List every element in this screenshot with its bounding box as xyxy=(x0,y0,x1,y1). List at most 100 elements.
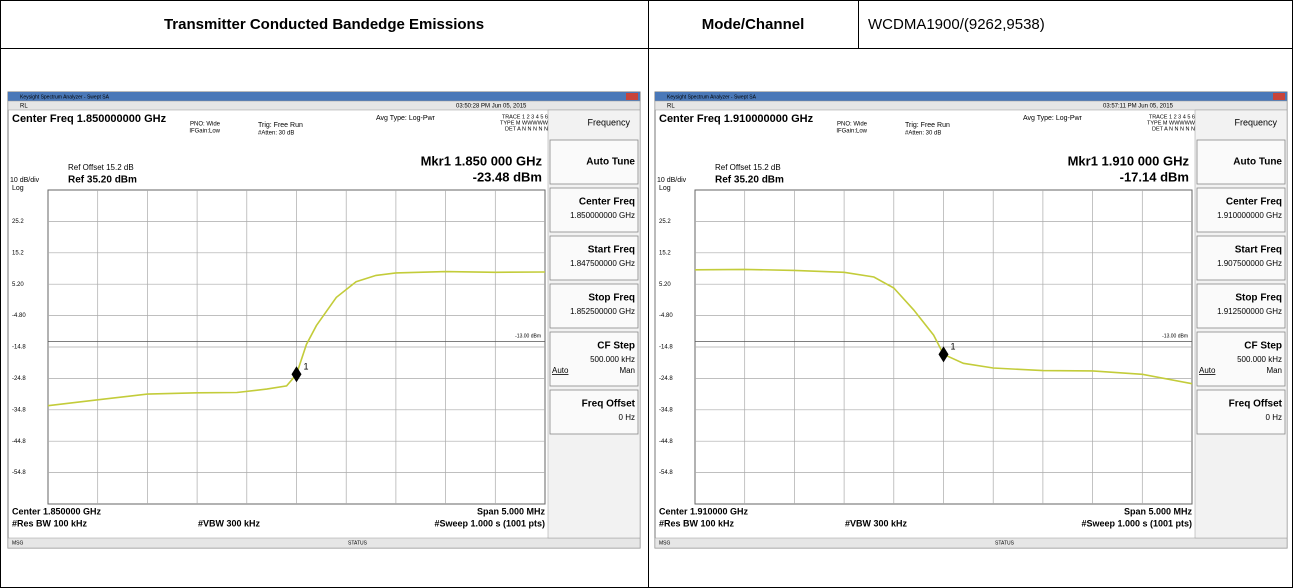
message-bar xyxy=(8,538,640,548)
y-tick-label: -54.8 xyxy=(659,470,673,476)
y-tick-label: -34.8 xyxy=(659,407,673,413)
menu-man: Man xyxy=(619,366,635,375)
menu-button-value: 1.847500000 GHz xyxy=(570,259,635,268)
status-row xyxy=(8,101,640,110)
y-tick-label: -14.8 xyxy=(659,345,673,351)
menu-button-value: 1.912500000 GHz xyxy=(1217,307,1282,316)
scale: 10 dB/div xyxy=(657,177,687,184)
y-tick-label: -14.8 xyxy=(12,345,26,351)
menu-button-title: Start Freq xyxy=(588,245,635,256)
footer-span: Span 5.000 MHz xyxy=(1124,506,1193,516)
marker-value: -17.14 dBm xyxy=(1120,169,1189,184)
menu-button xyxy=(1197,390,1285,434)
menu-button xyxy=(550,236,638,280)
marker-number: 1 xyxy=(304,362,309,372)
msg-label: MSG xyxy=(659,540,671,546)
page: Transmitter Conducted Bandedge Emissions… xyxy=(0,0,1293,588)
menu-man: Man xyxy=(1266,366,1282,375)
window-close xyxy=(1273,93,1285,100)
menu-button-title: Freq Offset xyxy=(582,399,636,410)
menu-button-title: Stop Freq xyxy=(1235,293,1282,304)
scale: 10 dB/div xyxy=(10,177,40,184)
msg-label: MSG xyxy=(12,540,24,546)
display-line-label: -13.00 dBm xyxy=(515,334,541,340)
ref-level: Ref 35.20 dBm xyxy=(715,175,784,186)
y-tick-label: 25.2 xyxy=(12,219,24,225)
footer-vbw: #VBW 300 kHz xyxy=(198,518,261,528)
ref-offset: Ref Offset 15.2 dB xyxy=(68,163,134,172)
y-tick-label: -44.8 xyxy=(659,439,673,445)
atten: #Atten: 30 dB xyxy=(258,131,294,137)
avg-type: Avg Type: Log-Pwr xyxy=(1023,115,1083,122)
menu-button-title: Freq Offset xyxy=(1229,399,1283,410)
ifgain: IFGain:Low xyxy=(836,129,867,135)
y-tick-label: -24.8 xyxy=(659,376,673,382)
menu-auto: Auto xyxy=(552,366,569,375)
log-label: Log xyxy=(12,185,24,192)
display-line-label: -13.00 dBm xyxy=(1162,334,1188,340)
analyzer-screenshot: Keysight Spectrum Analyzer - Swept SA RL 0… xyxy=(655,92,1287,548)
center-freq-title: Center Freq 1.850000000 GHz xyxy=(12,113,167,125)
y-tick-label: -4.80 xyxy=(659,313,673,319)
menu-title: Frequency xyxy=(1234,117,1277,127)
datetime: 03:57:11 PM Jun 05, 2015 xyxy=(1103,104,1174,110)
window-title: Keysight Spectrum Analyzer - Swept SA xyxy=(667,94,757,100)
ifgain: IFGain:Low xyxy=(189,129,220,135)
menu-button-value: 1.910000000 GHz xyxy=(1217,211,1282,220)
mode-value: WCDMA1900/(9262,9538) xyxy=(868,16,1045,33)
menu-button xyxy=(1197,284,1285,328)
footer-sweep: #Sweep 1.000 s (1001 pts) xyxy=(1081,518,1192,528)
footer-center: Center 1.910000 GHz xyxy=(659,506,749,516)
datetime: 03:50:28 PM Jun 05, 2015 xyxy=(456,104,527,110)
menu-button-value: 1.907500000 GHz xyxy=(1217,259,1282,268)
footer-rbw: #Res BW 100 kHz xyxy=(12,518,88,528)
y-tick-label: -24.8 xyxy=(12,376,26,382)
marker-number: 1 xyxy=(951,342,956,352)
marker-readout: Mkr1 1.910 000 GHz xyxy=(1068,153,1190,168)
status-label: STATUS xyxy=(995,540,1015,546)
center-freq-title: Center Freq 1.910000000 GHz xyxy=(659,113,814,125)
avg-type: Avg Type: Log-Pwr xyxy=(376,115,436,122)
pno: PNO: Wide xyxy=(190,122,221,128)
rl-indicator: RL xyxy=(667,104,675,110)
trig: Trig: Free Run xyxy=(258,122,303,129)
menu-button xyxy=(1197,188,1285,232)
trig: Trig: Free Run xyxy=(905,122,950,129)
marker-value: -23.48 dBm xyxy=(473,169,542,184)
menu-button-title: Auto Tune xyxy=(586,157,635,168)
menu-button-title: Auto Tune xyxy=(1233,157,1282,168)
y-tick-label: -4.80 xyxy=(12,313,26,319)
footer-center: Center 1.850000 GHz xyxy=(12,506,102,516)
menu-button xyxy=(1197,236,1285,280)
ref-offset: Ref Offset 15.2 dB xyxy=(715,163,781,172)
menu-title: Frequency xyxy=(587,117,630,127)
menu-button-title: Center Freq xyxy=(1226,197,1282,208)
mode-label: Mode/Channel xyxy=(702,16,805,33)
y-tick-label: -54.8 xyxy=(12,470,26,476)
atten: #Atten: 30 dB xyxy=(905,131,941,137)
menu-button-title: Start Freq xyxy=(1235,245,1282,256)
menu-auto: Auto xyxy=(1199,366,1216,375)
menu-button-value: 1.850000000 GHz xyxy=(570,211,635,220)
window-title: Keysight Spectrum Analyzer - Swept SA xyxy=(20,94,110,100)
y-tick-label: 5.20 xyxy=(659,282,671,288)
status-label: STATUS xyxy=(348,540,368,546)
footer-sweep: #Sweep 1.000 s (1001 pts) xyxy=(434,518,545,528)
menu-button-title: Center Freq xyxy=(579,197,635,208)
footer-span: Span 5.000 MHz xyxy=(477,506,546,516)
menu-button-value: 0 Hz xyxy=(1266,413,1282,422)
menu-button-value: 1.852500000 GHz xyxy=(570,307,635,316)
footer-rbw: #Res BW 100 kHz xyxy=(659,518,735,528)
y-tick-label: 15.2 xyxy=(12,250,24,256)
pno: PNO: Wide xyxy=(837,122,868,128)
menu-button xyxy=(550,284,638,328)
menu-button xyxy=(550,390,638,434)
y-tick-label: -34.8 xyxy=(12,407,26,413)
rl-indicator: RL xyxy=(20,104,28,110)
menu-button-title: CF Step xyxy=(1244,341,1282,352)
y-tick-label: -44.8 xyxy=(12,439,26,445)
y-tick-label: 5.20 xyxy=(12,282,24,288)
log-label: Log xyxy=(659,185,671,192)
table-title: Transmitter Conducted Bandedge Emissions xyxy=(164,16,484,33)
window-close xyxy=(626,93,638,100)
